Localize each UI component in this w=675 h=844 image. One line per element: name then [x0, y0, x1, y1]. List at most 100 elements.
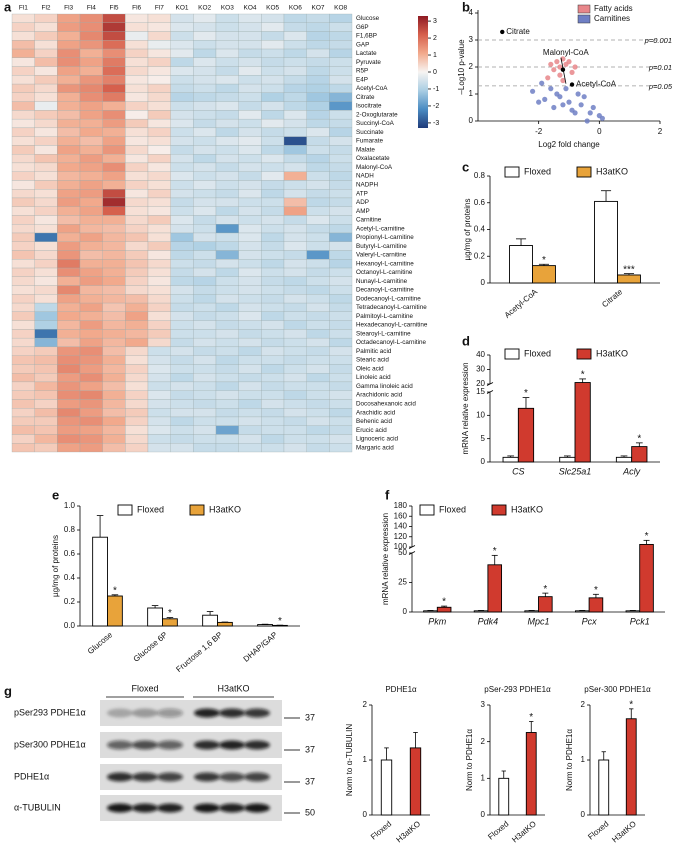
heat-cell	[57, 197, 81, 207]
heat-cell	[215, 197, 239, 207]
heat-cell	[57, 180, 81, 190]
y-axis-label: mRNA relative expression	[381, 513, 390, 605]
heat-cell	[306, 127, 330, 137]
heat-cell	[306, 285, 330, 295]
heat-cell	[34, 154, 58, 164]
group-label: H3atKO	[217, 683, 249, 693]
heat-cell	[34, 40, 58, 50]
heat-cell	[125, 13, 149, 23]
heat-cell	[11, 145, 35, 155]
blot-band	[244, 740, 270, 750]
heat-cell	[147, 390, 171, 400]
heat-cell	[125, 416, 149, 426]
heat-cell	[79, 92, 103, 102]
heat-cell	[283, 48, 307, 58]
heat-cell	[102, 425, 126, 435]
heat-cell	[329, 425, 353, 435]
heat-cell	[125, 373, 149, 383]
legend-swatch	[576, 348, 592, 360]
heat-cell	[11, 57, 35, 67]
heat-cell	[238, 66, 262, 76]
heat-cell	[11, 40, 35, 50]
scatter-point	[542, 96, 548, 102]
heat-cell	[215, 302, 239, 312]
heat-cell	[11, 294, 35, 304]
row-label: Docosahexanoic acid	[356, 400, 416, 407]
heat-cell	[238, 224, 262, 234]
significance: *	[168, 608, 172, 619]
heat-cell	[79, 373, 103, 383]
row-label: Octanoyl-L-carnitine	[356, 269, 413, 276]
heat-cell	[11, 197, 35, 207]
heat-cell	[57, 66, 81, 76]
heat-cell	[57, 224, 81, 234]
y-tick-label: 25	[398, 578, 407, 587]
heat-cell	[79, 40, 103, 50]
legend-label: H3atKO	[596, 348, 628, 358]
heat-cell	[125, 48, 149, 58]
heat-cell	[306, 373, 330, 383]
blot-band	[107, 708, 133, 718]
heat-cell	[261, 180, 285, 190]
heat-cell	[57, 408, 81, 418]
significance: *	[493, 546, 497, 557]
row-label: NADH	[356, 173, 374, 180]
heat-cell	[329, 443, 353, 453]
heat-cell	[329, 57, 353, 67]
heat-cell	[193, 399, 217, 409]
heat-cell	[238, 311, 262, 321]
legend-label: H3atKO	[596, 166, 628, 176]
heat-cell	[215, 259, 239, 269]
legend-label: Carnitines	[594, 14, 630, 23]
heat-cell	[215, 241, 239, 251]
heat-cell	[283, 425, 307, 435]
legend-label: H3atKO	[209, 504, 241, 514]
heat-cell	[147, 118, 171, 129]
heat-cell	[125, 294, 149, 304]
row-label: Decanoyl-L-carnitine	[356, 287, 414, 294]
heat-cell	[306, 399, 330, 409]
scatter-point	[584, 118, 590, 124]
y-tick-label: 1	[469, 89, 474, 98]
blot-band	[157, 740, 183, 750]
row-label: Succinate	[356, 129, 384, 136]
heat-cell	[102, 206, 126, 216]
x-tick-label: Pck1	[630, 616, 650, 626]
heat-cell	[102, 276, 126, 286]
pointer	[560, 57, 567, 84]
legend-label: Floxed	[524, 166, 551, 176]
heat-cell	[147, 425, 171, 435]
heat-cell	[306, 180, 330, 190]
heat-cell	[79, 48, 103, 58]
heat-cell	[34, 329, 58, 339]
x-tick-label: 2	[658, 127, 663, 136]
heat-cell	[57, 127, 81, 137]
heat-cell	[34, 101, 58, 111]
heat-cell	[193, 276, 217, 286]
y-axis-label: mRNA relative expression	[461, 362, 470, 454]
heat-cell	[238, 13, 262, 23]
heat-cell	[102, 180, 126, 190]
heat-cell	[306, 302, 330, 312]
heat-cell	[34, 232, 58, 242]
heat-cell	[34, 311, 58, 321]
y-tick-label: 15	[476, 387, 485, 396]
heat-cell	[79, 197, 103, 207]
heat-cell	[215, 101, 239, 111]
heat-cell	[102, 22, 126, 32]
heat-cell	[79, 390, 103, 400]
heat-cell	[283, 83, 307, 93]
heat-cell	[261, 189, 285, 199]
x-tick-label: Pcx	[582, 616, 598, 626]
y-tick-label: 2	[481, 737, 486, 746]
heat-cell	[79, 180, 103, 190]
heat-cell	[215, 373, 239, 383]
heat-cell	[170, 75, 194, 85]
heat-cell	[125, 267, 149, 277]
bar	[617, 274, 641, 284]
heat-cell	[11, 399, 35, 409]
heat-cell	[170, 171, 194, 181]
heat-cell	[238, 180, 262, 190]
heat-cell	[170, 302, 194, 312]
blot-band	[244, 772, 270, 782]
